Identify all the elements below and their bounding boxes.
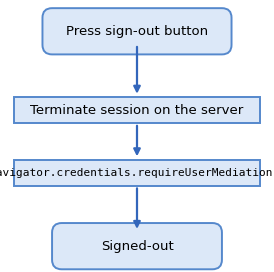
Text: Signed-out: Signed-out	[101, 240, 173, 253]
Text: Terminate session on the server: Terminate session on the server	[30, 104, 244, 117]
Text: navigator.credentials.requireUserMediation(): navigator.credentials.requireUserMediati…	[0, 168, 274, 178]
FancyBboxPatch shape	[52, 223, 222, 269]
FancyBboxPatch shape	[14, 160, 260, 186]
FancyBboxPatch shape	[14, 97, 260, 123]
FancyBboxPatch shape	[42, 8, 232, 54]
Text: Press sign-out button: Press sign-out button	[66, 25, 208, 38]
